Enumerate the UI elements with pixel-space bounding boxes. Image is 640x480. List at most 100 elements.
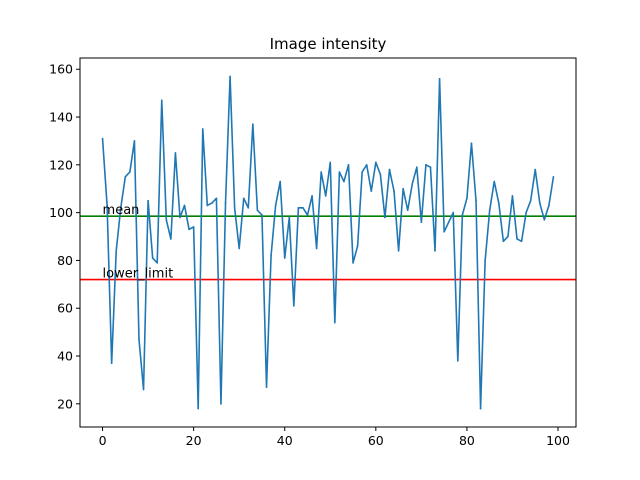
- data-point: [261, 214, 263, 216]
- data-point: [434, 250, 436, 252]
- x-tick-label: 20: [186, 433, 202, 448]
- data-point: [548, 204, 550, 207]
- data-point: [293, 305, 295, 307]
- data-point: [343, 180, 345, 183]
- data-point: [306, 214, 309, 216]
- data-point: [170, 238, 172, 240]
- plot-area: 0 20 40 60 80 100 20 40 60 80 100 120 140 160 mean lowe…: [49, 62, 576, 448]
- x-tick-label: 40: [277, 433, 293, 448]
- data-point: [215, 197, 218, 200]
- data-point: [529, 199, 532, 202]
- data-point: [165, 218, 168, 221]
- data-point: [520, 240, 523, 243]
- data-point: [142, 388, 145, 391]
- x-tick-label: 60: [368, 433, 384, 448]
- data-point: [375, 161, 377, 164]
- data-point: [283, 257, 286, 259]
- data-point: [197, 407, 199, 410]
- data-point: [534, 168, 537, 171]
- data-point: [324, 195, 327, 197]
- data-point: [493, 180, 496, 183]
- data-point: [115, 250, 118, 252]
- data-point: [133, 140, 136, 142]
- data-point: [507, 235, 509, 238]
- data-point: [365, 164, 368, 166]
- data-point: [124, 175, 127, 178]
- data-point: [361, 171, 363, 173]
- data-point: [151, 257, 154, 259]
- y-tick-label: 60: [57, 301, 73, 316]
- data-point: [160, 99, 163, 102]
- data-point: [338, 171, 341, 173]
- data-point: [552, 175, 555, 178]
- data-point: [334, 321, 336, 324]
- x-tick-label: 80: [459, 433, 475, 448]
- data-point: [220, 403, 222, 405]
- data-point: [119, 207, 122, 209]
- data-point: [443, 230, 445, 233]
- data-point: [252, 123, 254, 126]
- data-point: [356, 245, 359, 247]
- y-tick-label: 80: [57, 253, 73, 268]
- y-tick-label: 40: [57, 349, 73, 364]
- data-point: [129, 171, 131, 173]
- data-point: [511, 195, 514, 197]
- data-point: [379, 173, 382, 176]
- series-line-0: [101, 75, 555, 410]
- plot-frame: [79, 57, 577, 428]
- data-point: [315, 247, 318, 250]
- y-tick-label: 120: [49, 157, 73, 172]
- data-point: [438, 77, 441, 80]
- data-point: [156, 262, 159, 264]
- data-point: [265, 386, 268, 388]
- data-point: [270, 254, 272, 257]
- data-point: [238, 247, 240, 250]
- data-point: [311, 195, 313, 197]
- data-point: [470, 142, 473, 145]
- data-point: [302, 207, 304, 209]
- data-point: [479, 407, 482, 410]
- annotation-lower-limit: lower_limit: [103, 267, 174, 282]
- data-point: [201, 128, 204, 130]
- data-point: [388, 168, 391, 171]
- x-tick-label: 0: [99, 433, 107, 448]
- data-point: [457, 359, 459, 362]
- data-point: [352, 262, 354, 264]
- data-point: [466, 197, 468, 200]
- data-point: [538, 202, 541, 204]
- data-point: [347, 164, 350, 166]
- data-point: [502, 240, 505, 243]
- y-tick-label: 100: [49, 205, 73, 220]
- data-point: [147, 199, 149, 202]
- data-point: [101, 137, 104, 140]
- data-point: [256, 209, 259, 212]
- data-point: [320, 171, 322, 173]
- y-tick-label: 160: [49, 62, 73, 77]
- data-point: [138, 338, 140, 341]
- data-point: [393, 190, 395, 192]
- data-point: [274, 204, 277, 207]
- data-point: [406, 209, 409, 212]
- data-point: [497, 202, 500, 204]
- data-point: [192, 226, 195, 228]
- data-point: [329, 161, 332, 164]
- data-point: [229, 75, 231, 78]
- data-point: [411, 183, 414, 185]
- data-point: [242, 197, 245, 200]
- data-point: [279, 180, 281, 183]
- data-point: [224, 202, 227, 204]
- data-point: [183, 204, 186, 207]
- data-point: [543, 218, 546, 221]
- data-point: [516, 238, 518, 240]
- data-point: [110, 362, 113, 364]
- y-tick-label: 140: [49, 110, 73, 125]
- data-point: [233, 207, 236, 209]
- data-point: [402, 187, 404, 190]
- data-point: [206, 204, 209, 207]
- y-tick-label: 20: [57, 396, 73, 411]
- data-point: [384, 216, 386, 219]
- data-point: [425, 164, 427, 166]
- data-point: [211, 202, 213, 204]
